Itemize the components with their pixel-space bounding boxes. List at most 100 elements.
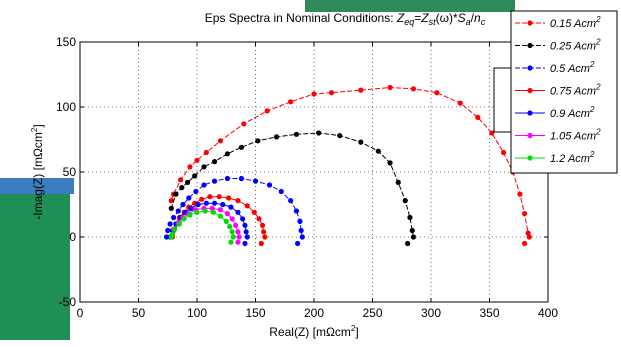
data-point <box>526 234 532 240</box>
legend-marker <box>527 132 533 139</box>
legend-marker <box>527 20 533 26</box>
data-point <box>358 139 364 145</box>
data-point <box>525 230 531 236</box>
data-point <box>199 196 205 202</box>
background-shape-left <box>0 180 70 340</box>
data-point <box>236 234 242 240</box>
legend-label: 0.25 Acm2 <box>550 38 601 53</box>
series-3 <box>163 175 305 247</box>
data-point <box>328 90 335 96</box>
data-point <box>387 160 393 166</box>
data-point <box>266 182 273 188</box>
data-point <box>211 159 218 165</box>
data-point <box>241 121 247 127</box>
data-point <box>522 240 528 247</box>
x-tick-label: 150 <box>245 306 265 320</box>
data-point <box>172 226 178 232</box>
data-point <box>168 234 174 240</box>
data-point <box>278 188 284 195</box>
y-tick-label: 0 <box>69 230 76 244</box>
data-point <box>203 200 209 206</box>
data-point <box>228 204 234 210</box>
x-tick-label: 300 <box>421 306 441 320</box>
background-stripe-left <box>0 178 74 194</box>
legend-label: 0.5 Acm2 <box>550 60 595 75</box>
title-z: Z <box>396 11 405 25</box>
grid-lines <box>80 42 548 302</box>
title-n: n <box>474 11 481 25</box>
data-point <box>210 209 216 215</box>
title-sub-a: a <box>466 17 471 27</box>
y-tick-label: 100 <box>56 100 76 114</box>
data-point <box>165 227 171 234</box>
data-point <box>168 198 174 204</box>
data-point <box>395 179 401 185</box>
data-point <box>217 207 223 213</box>
data-point <box>235 239 241 245</box>
y-tick-label: -50 <box>59 295 77 309</box>
data-point <box>522 211 528 217</box>
data-point <box>242 240 248 247</box>
data-point <box>188 205 194 211</box>
data-point <box>409 227 415 234</box>
data-point <box>243 229 249 235</box>
data-point <box>175 208 181 214</box>
data-point <box>293 131 300 137</box>
data-point <box>180 201 186 208</box>
data-point <box>375 148 381 154</box>
data-point <box>235 198 241 204</box>
data-point <box>238 175 245 182</box>
data-point <box>288 198 294 204</box>
legend: 0.15 Acm2 0.25 Acm2 0.5 Acm2 0.75 Acm2 0.9 A… <box>493 10 618 174</box>
data-point <box>273 134 280 140</box>
data-point <box>201 182 207 188</box>
data-point <box>229 229 235 235</box>
title-s: S <box>458 11 466 25</box>
chart-title: Eps Spectra in Nominal Conditions: Zeq=Z… <box>205 11 486 27</box>
data-point <box>244 234 250 240</box>
legend-label: 0.9 Acm2 <box>550 105 595 120</box>
legend-marker <box>527 65 533 71</box>
data-point <box>316 130 322 136</box>
data-point <box>252 178 259 184</box>
data-point <box>201 164 207 170</box>
data-point <box>193 188 199 195</box>
data-point <box>216 194 222 200</box>
data-point <box>217 138 223 144</box>
x-tick-label: 200 <box>304 306 324 320</box>
data-point <box>195 201 201 208</box>
data-point <box>258 240 264 247</box>
data-point <box>262 234 268 240</box>
data-point <box>228 239 234 245</box>
data-point <box>295 240 301 247</box>
data-point <box>192 173 198 179</box>
data-point <box>223 218 229 224</box>
title-sub-eq: eq <box>404 17 414 27</box>
legend-marker <box>527 42 533 49</box>
data-point <box>475 114 481 120</box>
data-point <box>209 205 215 211</box>
legend-label: 1.05 Acm2 <box>550 128 601 143</box>
data-point <box>227 224 233 230</box>
data-point <box>337 133 343 139</box>
data-point <box>405 240 411 247</box>
legend-marker <box>527 87 533 94</box>
data-point <box>168 205 174 211</box>
data-point <box>224 211 231 217</box>
data-point <box>171 214 177 221</box>
y-axis-label: -Imag(Z) [mΩcm2] <box>30 124 45 219</box>
data-point <box>229 216 235 222</box>
legend-label: 1.2 Acm2 <box>550 150 595 165</box>
data-point <box>181 216 187 222</box>
data-point <box>251 209 257 215</box>
x-tick-label: 250 <box>362 306 382 320</box>
data-point <box>297 218 303 224</box>
data-point <box>176 221 183 227</box>
data-point <box>261 229 267 235</box>
data-point <box>235 229 241 235</box>
data-point <box>178 177 184 183</box>
data-point <box>255 138 261 144</box>
